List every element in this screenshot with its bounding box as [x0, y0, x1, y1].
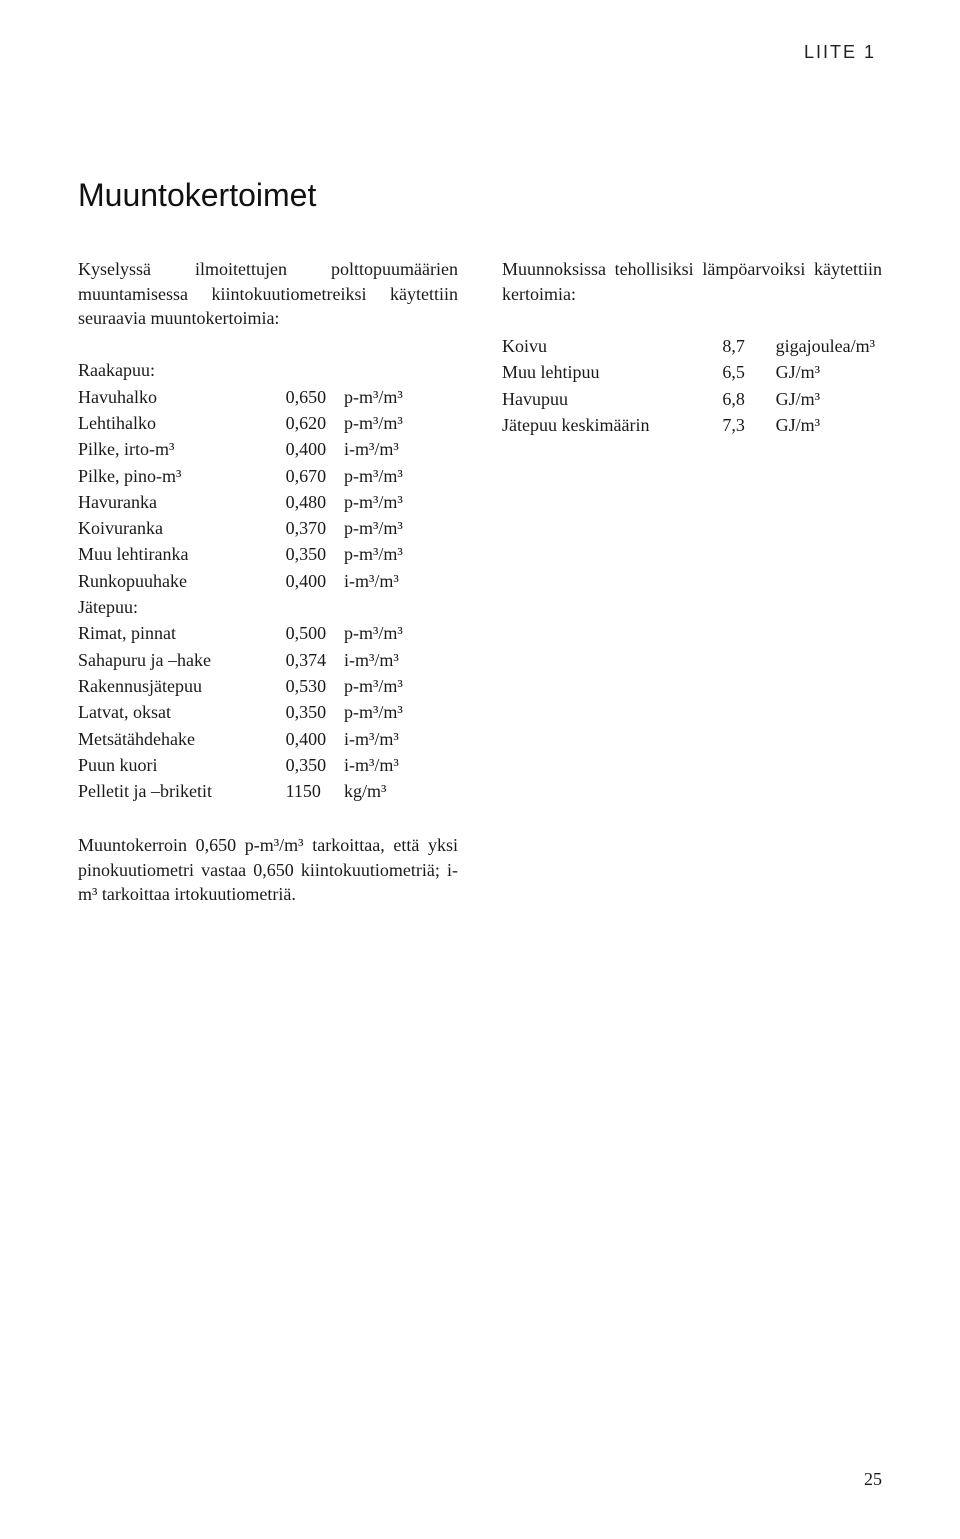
row-value: 0,400 — [276, 437, 344, 463]
right-intro-paragraph: Muunnoksissa tehollisiksi lämpöarvoiksi … — [502, 257, 882, 306]
table-row: Havuranka0,480p-m³/m³ — [78, 490, 458, 516]
left-column: Kyselyssä ilmoitettujen polttopuumäärien… — [78, 257, 458, 924]
table-section-heading: Jätepuu: — [78, 595, 458, 621]
left-intro-paragraph: Kyselyssä ilmoitettujen polttopuumäärien… — [78, 257, 458, 330]
row-value: 0,350 — [276, 753, 344, 779]
row-value: 0,480 — [276, 490, 344, 516]
row-label: Koivuranka — [78, 516, 276, 542]
row-unit: gigajoulea/m³ — [776, 334, 882, 360]
row-label: Muu lehtiranka — [78, 542, 276, 568]
row-value: 0,350 — [276, 700, 344, 726]
row-label: Puun kuori — [78, 753, 276, 779]
row-value: 0,670 — [276, 464, 344, 490]
table-row: Koivuranka0,370p-m³/m³ — [78, 516, 458, 542]
row-unit: GJ/m³ — [776, 413, 882, 439]
table-row: Muu lehtiranka0,350p-m³/m³ — [78, 542, 458, 568]
table-row: Sahapuru ja –hake0,374i-m³/m³ — [78, 648, 458, 674]
row-label: Muu lehtipuu — [502, 360, 722, 386]
table-row: Lehtihalko0,620p-m³/m³ — [78, 411, 458, 437]
row-unit: p-m³/m³ — [344, 464, 458, 490]
row-value: 0,530 — [276, 674, 344, 700]
row-unit: p-m³/m³ — [344, 490, 458, 516]
table-row: Pilke, irto-m³0,400i-m³/m³ — [78, 437, 458, 463]
row-value: 0,650 — [276, 385, 344, 411]
table-row: Jätepuu keskimäärin7,3GJ/m³ — [502, 413, 882, 439]
row-label: Havuhalko — [78, 385, 276, 411]
row-label: Rakennusjätepuu — [78, 674, 276, 700]
row-label: Pelletit ja –briketit — [78, 779, 276, 805]
row-unit: p-m³/m³ — [344, 621, 458, 647]
row-unit: i-m³/m³ — [344, 648, 458, 674]
row-unit: p-m³/m³ — [344, 516, 458, 542]
row-unit: i-m³/m³ — [344, 569, 458, 595]
table-row: Puun kuori0,350i-m³/m³ — [78, 753, 458, 779]
table-row: Pelletit ja –briketit1150kg/m³ — [78, 779, 458, 805]
table-row: Latvat, oksat0,350p-m³/m³ — [78, 700, 458, 726]
table-section-heading: Raakapuu: — [78, 358, 458, 384]
row-label: Rimat, pinnat — [78, 621, 276, 647]
page-number: 25 — [864, 1467, 882, 1491]
row-unit: p-m³/m³ — [344, 674, 458, 700]
table-row: Runkopuuhake0,400i-m³/m³ — [78, 569, 458, 595]
row-value: 0,620 — [276, 411, 344, 437]
table-row: Havuhalko0,650p-m³/m³ — [78, 385, 458, 411]
row-value: 0,400 — [276, 569, 344, 595]
heat-value-table: Koivu8,7gigajoulea/m³Muu lehtipuu6,5GJ/m… — [502, 334, 882, 439]
row-unit: p-m³/m³ — [344, 385, 458, 411]
conversion-factor-table: Raakapuu:Havuhalko0,650p-m³/m³Lehtihalko… — [78, 358, 458, 805]
table-row: Muu lehtipuu6,5GJ/m³ — [502, 360, 882, 386]
row-value: 0,370 — [276, 516, 344, 542]
row-value: 0,374 — [276, 648, 344, 674]
left-closing-paragraph: Muuntokerroin 0,650 p-m³/m³ tarkoittaa, … — [78, 833, 458, 906]
row-unit: GJ/m³ — [776, 360, 882, 386]
row-unit: kg/m³ — [344, 779, 458, 805]
row-label: Sahapuru ja –hake — [78, 648, 276, 674]
row-value: 6,5 — [722, 360, 775, 386]
page-title: Muuntokertoimet — [78, 174, 882, 217]
table-row: Havupuu6,8GJ/m³ — [502, 387, 882, 413]
table-row: Pilke, pino-m³0,670p-m³/m³ — [78, 464, 458, 490]
table-row: Rakennusjätepuu0,530p-m³/m³ — [78, 674, 458, 700]
row-label: Metsätähdehake — [78, 727, 276, 753]
row-unit: i-m³/m³ — [344, 753, 458, 779]
row-value: 1150 — [276, 779, 344, 805]
attachment-label: LIITE 1 — [78, 40, 882, 64]
row-unit: p-m³/m³ — [344, 411, 458, 437]
row-label: Koivu — [502, 334, 722, 360]
table-row: Koivu8,7gigajoulea/m³ — [502, 334, 882, 360]
row-unit: i-m³/m³ — [344, 727, 458, 753]
row-label: Havupuu — [502, 387, 722, 413]
row-unit: GJ/m³ — [776, 387, 882, 413]
row-label: Pilke, irto-m³ — [78, 437, 276, 463]
row-label: Latvat, oksat — [78, 700, 276, 726]
row-label: Lehtihalko — [78, 411, 276, 437]
right-column: Muunnoksissa tehollisiksi lämpöarvoiksi … — [502, 257, 882, 924]
row-value: 6,8 — [722, 387, 775, 413]
row-value: 0,350 — [276, 542, 344, 568]
row-value: 7,3 — [722, 413, 775, 439]
row-label: Pilke, pino-m³ — [78, 464, 276, 490]
table-row: Rimat, pinnat0,500p-m³/m³ — [78, 621, 458, 647]
page: LIITE 1 Muuntokertoimet Kyselyssä ilmoit… — [0, 0, 960, 1539]
row-label: Jätepuu keskimäärin — [502, 413, 722, 439]
two-column-layout: Kyselyssä ilmoitettujen polttopuumäärien… — [78, 257, 882, 924]
row-value: 0,400 — [276, 727, 344, 753]
row-value: 8,7 — [722, 334, 775, 360]
row-unit: i-m³/m³ — [344, 437, 458, 463]
row-unit: p-m³/m³ — [344, 700, 458, 726]
row-value: 0,500 — [276, 621, 344, 647]
row-label: Runkopuuhake — [78, 569, 276, 595]
row-label: Havuranka — [78, 490, 276, 516]
table-row: Metsätähdehake0,400i-m³/m³ — [78, 727, 458, 753]
row-unit: p-m³/m³ — [344, 542, 458, 568]
